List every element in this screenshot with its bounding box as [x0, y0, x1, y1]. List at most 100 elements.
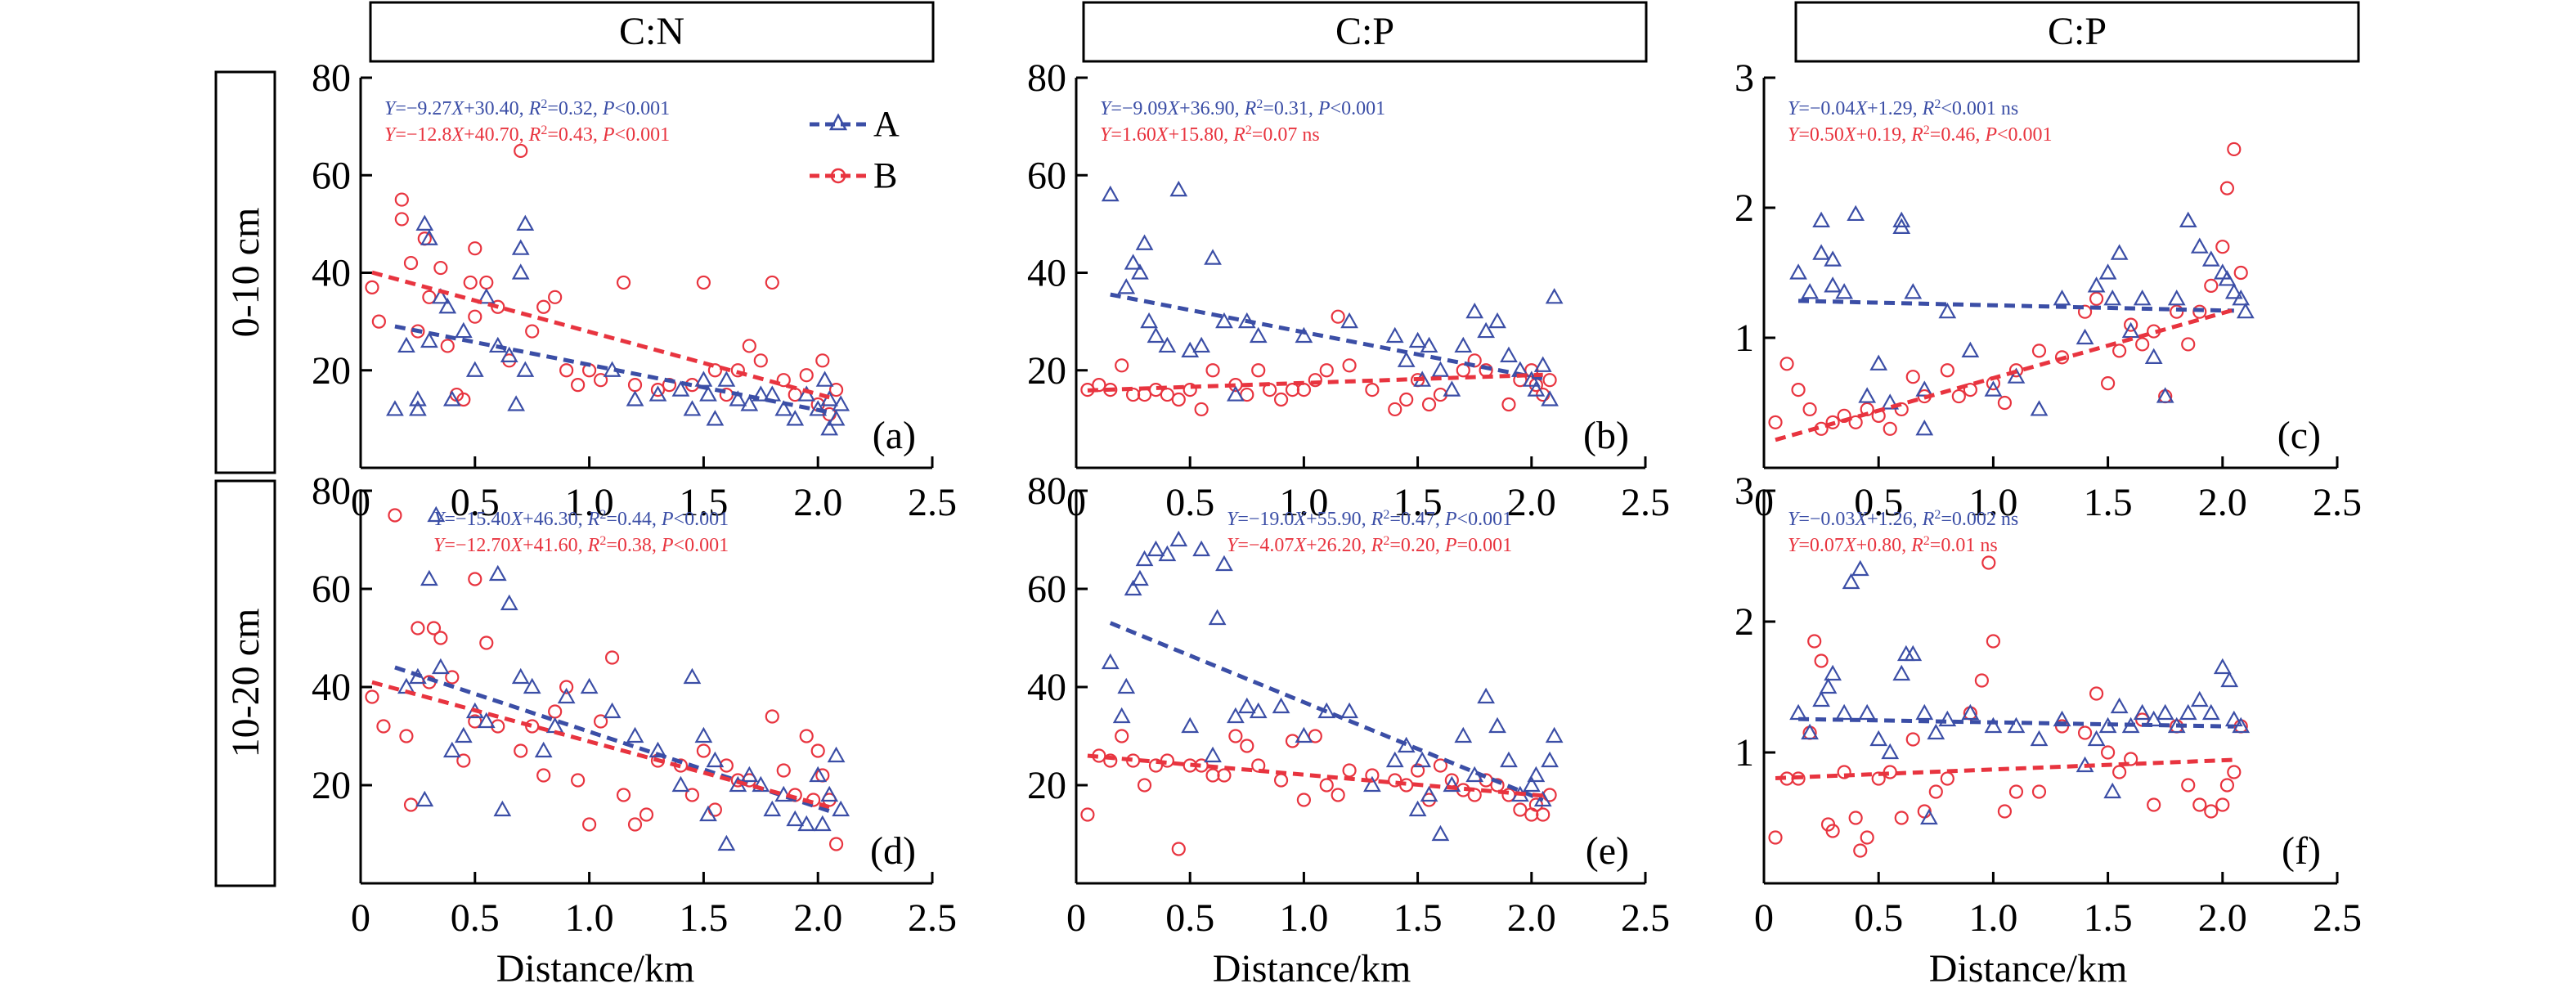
point-a	[626, 390, 644, 406]
y-tick-label: 80	[312, 469, 351, 513]
point-a	[2030, 400, 2049, 416]
point-b	[371, 314, 386, 329]
point-a	[1835, 703, 1854, 721]
point-a	[827, 746, 846, 763]
point-a	[1192, 336, 1211, 353]
point-a	[1938, 710, 1957, 727]
fit-line-a	[1109, 621, 1544, 802]
point-a	[1340, 312, 1358, 329]
point-b	[388, 508, 402, 523]
point-a	[1101, 653, 1120, 670]
point-b	[514, 143, 528, 159]
point-b	[1467, 353, 1482, 368]
point-a	[786, 410, 805, 426]
point-a	[626, 726, 644, 743]
point-b	[1240, 739, 1254, 753]
point-a	[1272, 697, 1290, 714]
point-b	[571, 378, 586, 393]
point-b	[1205, 363, 1220, 378]
y-tick-label: 20	[312, 764, 351, 807]
y-tick-label: 60	[1027, 154, 1066, 197]
panel-e: 20 40 60 80 0 0.5 1.0 1.5 2.0 2.5 Y=−19.0X+55.90, …	[1027, 469, 1670, 940]
x-tick-label: 2.5	[2313, 896, 2362, 940]
point-a	[409, 667, 427, 685]
point-b	[1365, 768, 1380, 783]
point-a	[516, 361, 535, 377]
point-b	[456, 392, 471, 407]
point-b	[1421, 397, 1437, 412]
point-b	[2124, 752, 2138, 766]
point-b	[2089, 686, 2104, 701]
point-b	[2008, 363, 2024, 378]
point-b	[1388, 402, 1402, 417]
point-a	[1801, 723, 1819, 740]
legend: A B	[810, 104, 900, 195]
point-b	[1433, 758, 1448, 773]
point-a	[809, 400, 828, 416]
legend-label-a: A	[873, 104, 900, 144]
point-a	[1181, 716, 1200, 734]
point-a	[1835, 283, 1854, 299]
point-a	[1961, 341, 1980, 357]
point-a	[1842, 573, 1860, 590]
point-b	[2031, 784, 2047, 799]
x-tick-label: 2.5	[1621, 481, 1670, 524]
point-b	[1342, 358, 1357, 373]
point-b	[1308, 729, 1322, 743]
point-a	[740, 395, 759, 411]
point-b	[1860, 830, 1874, 845]
point-b	[1542, 373, 1557, 388]
point-a	[809, 766, 828, 783]
point-a	[1135, 234, 1154, 250]
point-b	[479, 275, 494, 290]
point-b	[1940, 363, 1954, 378]
equation-a: Y=−15.40X+46.30, R2=0.44, P<0.001	[433, 508, 729, 531]
point-a	[1465, 302, 1484, 319]
point-a	[1237, 697, 1256, 714]
point-a	[1147, 540, 1165, 557]
point-b	[1883, 421, 1897, 436]
y-tick-label: 60	[312, 568, 351, 611]
point-a	[386, 400, 404, 416]
point-b	[1171, 392, 1186, 407]
point-a	[1169, 180, 1188, 197]
column-header-cp-2: C:P	[1794, 1, 2360, 63]
y-tick-label: 20	[1027, 764, 1066, 807]
x-tick-label: 1.0	[565, 481, 614, 524]
point-b	[765, 709, 779, 724]
point-b	[1399, 392, 1414, 407]
point-b	[456, 753, 471, 768]
point-a	[671, 775, 690, 793]
point-a	[1117, 278, 1136, 294]
point-b	[1501, 397, 1516, 412]
point-a	[1431, 824, 1450, 842]
point-a	[1858, 387, 1877, 403]
equation-b: Y=−12.8X+40.70, R2=0.43, P<0.001	[384, 124, 670, 146]
equation-b: Y=−4.07X+26.20, R2=0.20, P=0.001	[1227, 534, 1512, 557]
x-tick-label: 0.5	[1165, 896, 1214, 940]
point-a	[603, 702, 622, 719]
point-a	[1204, 746, 1222, 763]
point-b	[426, 621, 442, 635]
point-b	[1115, 358, 1129, 373]
equation-b: Y=−12.70X+41.60, R2=0.38, P<0.001	[433, 534, 729, 557]
point-b	[1791, 383, 1806, 397]
legend-entry-b: B	[810, 155, 897, 195]
x-tick-label: 1.0	[1968, 481, 2017, 524]
fit-line-b	[371, 680, 830, 810]
point-a	[1847, 204, 1865, 222]
x-tick-label: 2.5	[2313, 481, 2362, 524]
panels: 2040608000.51.01.52.02.5Y=−9.27X+30.40, …	[312, 56, 2362, 940]
point-b	[403, 255, 419, 271]
equation-b: Y=0.50X+0.19, R2=0.46, P<0.001	[1788, 124, 2053, 146]
point-b	[730, 363, 745, 378]
x-tick-label: 0	[1754, 896, 1774, 940]
point-b	[1536, 807, 1551, 822]
point-b	[1183, 383, 1197, 397]
x-tick-label: 2.0	[1507, 896, 1556, 940]
point-a	[648, 385, 667, 402]
x-tick-label: 2.0	[793, 481, 842, 524]
point-a	[1420, 785, 1438, 802]
point-a	[1984, 380, 2003, 397]
point-b	[1853, 843, 1868, 858]
